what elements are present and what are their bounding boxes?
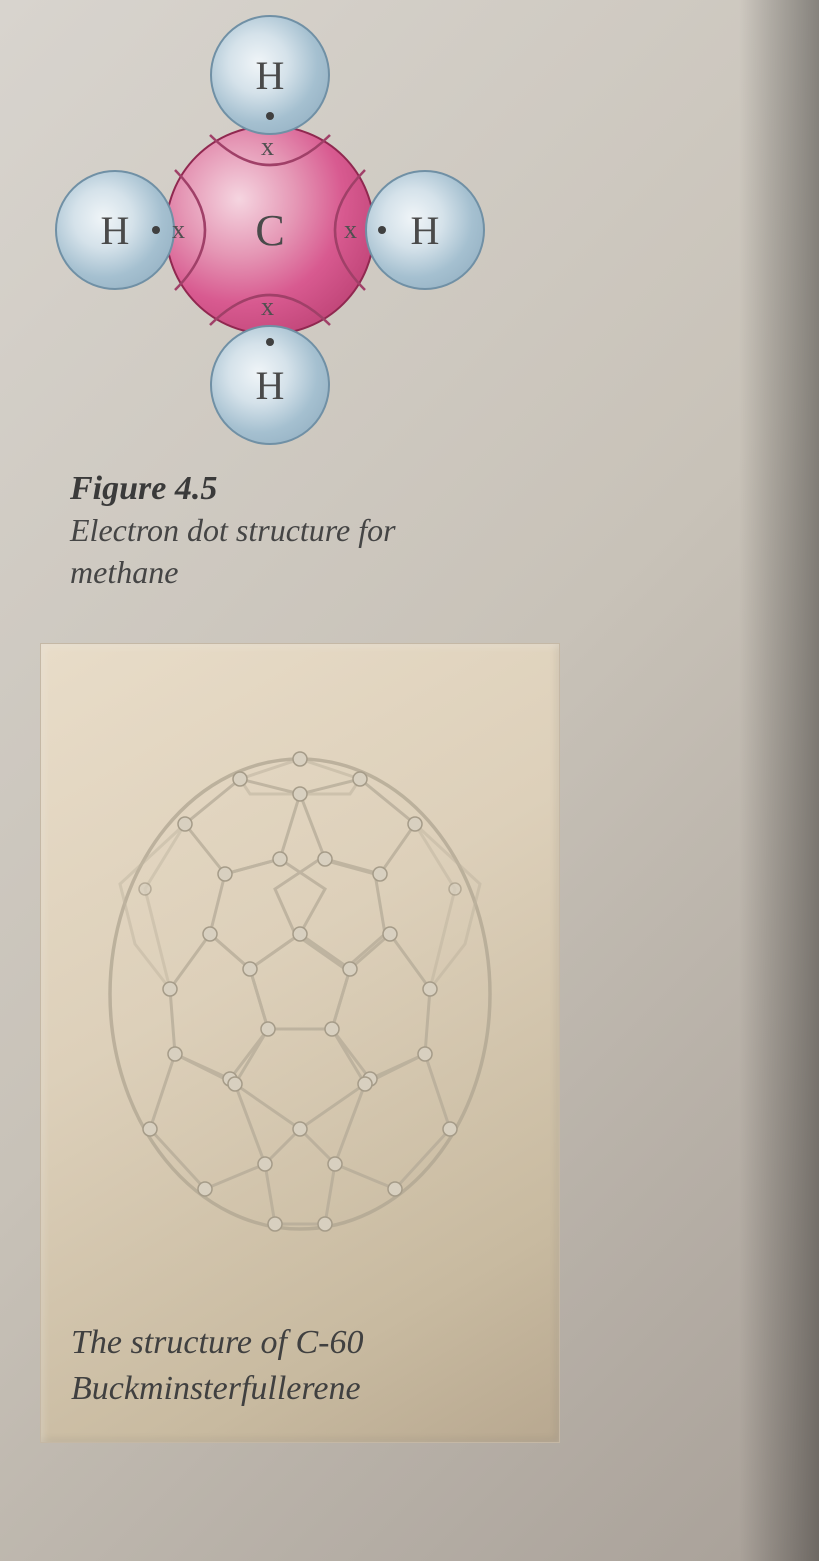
electron-x-bottom: x [261,292,274,322]
textbook-page: C H H H H x x x x [0,0,819,1561]
fullerene-panel: The structure of C-60 Buckminsterfullere… [40,643,560,1443]
electron-x-left: x [172,215,185,245]
electron-dot-right [378,226,386,234]
methane-diagram: C H H H H x x x x [60,20,480,440]
fullerene-caption: The structure of C-60 Buckminsterfullere… [71,1320,363,1412]
fullerene-caption-line1: The structure of C-60 [71,1320,363,1366]
electron-x-right: x [344,215,357,245]
electron-dot-left [152,226,160,234]
page-binding-shadow [739,0,819,1561]
figure-desc-line2: methane [70,552,779,594]
buckyball-svg [90,734,510,1254]
hydrogen-label-right: H [411,207,440,254]
electron-dot-bottom [266,338,274,346]
fullerene-structure [90,734,510,1254]
electron-dot-top [266,112,274,120]
hydrogen-label-left: H [101,207,130,254]
figure-desc-line1: Electron dot structure for [70,510,779,552]
carbon-label: C [255,205,284,256]
figure-number: Figure 4.5 [70,470,779,508]
electron-x-top: x [261,132,274,162]
hydrogen-label-top: H [256,52,285,99]
fullerene-caption-line2: Buckminsterfullerene [71,1366,363,1412]
figure-caption: Figure 4.5 Electron dot structure for me… [70,470,779,593]
hydrogen-label-bottom: H [256,362,285,409]
